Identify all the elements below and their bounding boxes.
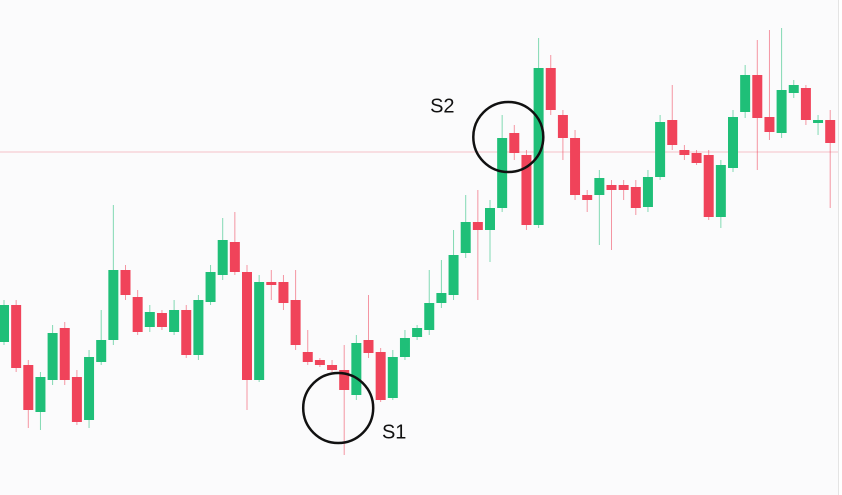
candle-body (533, 68, 544, 225)
candle-body (764, 117, 775, 132)
annotation-label: S1 (382, 421, 406, 443)
candle-body (691, 153, 702, 163)
candle-body (436, 293, 447, 303)
candle-body (205, 272, 216, 302)
candle-body (825, 120, 836, 143)
candle-body (290, 300, 301, 345)
candle-body (788, 85, 799, 93)
candle-body (557, 115, 568, 138)
candle-body (800, 88, 811, 120)
candle-body (655, 122, 666, 177)
candle-body (424, 303, 435, 330)
candle-body (23, 365, 34, 410)
candle-body (169, 310, 180, 332)
candle-body (181, 310, 192, 355)
candle-body (776, 90, 787, 133)
candle-body (193, 300, 204, 355)
candle-body (667, 120, 678, 145)
candle-body (254, 282, 265, 380)
candle-body (472, 222, 483, 230)
candle-body (460, 222, 471, 253)
candle-body (96, 340, 107, 362)
candle-body (363, 340, 374, 353)
candle-body (630, 187, 641, 208)
candle-body (0, 305, 9, 342)
candle-body (47, 333, 58, 380)
candle-body (740, 75, 751, 112)
candle-body (108, 270, 119, 340)
candle-body (302, 352, 313, 362)
candle-body (497, 138, 508, 208)
candle-body (642, 177, 653, 207)
candle-body (570, 138, 581, 195)
candle-body (84, 357, 95, 420)
candle-body (339, 370, 350, 390)
candle-body (448, 255, 459, 295)
candle-body (327, 365, 338, 370)
candle-body (314, 360, 325, 365)
candle-body (618, 185, 629, 190)
candle-body (120, 270, 131, 295)
annotation-circle (301, 371, 375, 445)
candle-body (399, 338, 410, 357)
candle-body (351, 343, 362, 395)
candle-body (582, 195, 593, 200)
candle-body (71, 377, 82, 422)
candle-body (715, 165, 726, 217)
candle-body (521, 155, 532, 225)
candle-body (217, 240, 228, 275)
candle-body (156, 313, 167, 327)
candle-body (703, 155, 714, 217)
candle-body (266, 282, 277, 285)
candle-body (278, 282, 289, 303)
candle-body (375, 352, 386, 400)
candle-body (11, 305, 22, 368)
candle-body (35, 377, 46, 412)
candle-body (132, 297, 143, 332)
candle-body (412, 328, 423, 337)
candle-body (679, 150, 690, 155)
candle-body (485, 208, 495, 230)
candle-body (144, 312, 155, 327)
candle-body (387, 357, 398, 398)
candle-body (752, 75, 763, 118)
candle-body (813, 120, 824, 123)
candle-body (545, 68, 556, 110)
candle-body (594, 178, 605, 195)
annotation-circle (472, 100, 545, 174)
annotation-label: S2 (430, 95, 454, 117)
candle-body (59, 328, 70, 380)
candle-body (229, 242, 240, 272)
candle-body (242, 272, 252, 380)
candle-body (509, 133, 520, 153)
candle-body (728, 117, 738, 168)
candle-body (606, 185, 617, 190)
